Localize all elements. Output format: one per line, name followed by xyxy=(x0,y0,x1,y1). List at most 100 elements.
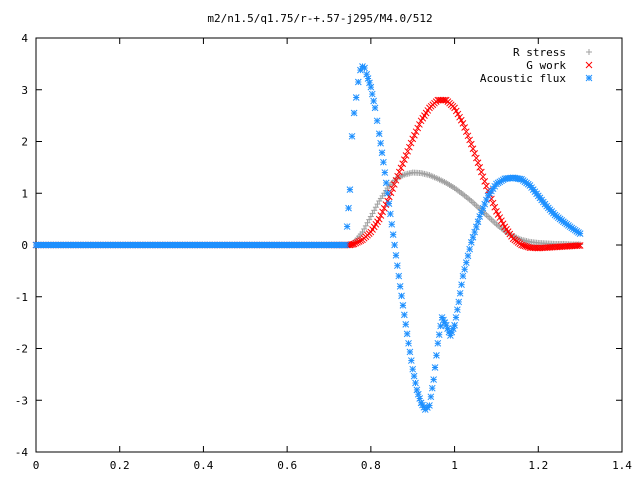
data-point xyxy=(375,215,383,223)
data-point xyxy=(348,132,356,140)
data-point xyxy=(391,241,398,249)
data-point xyxy=(472,223,480,231)
data-point xyxy=(464,132,472,140)
data-point xyxy=(586,49,592,55)
data-point xyxy=(406,143,413,151)
data-point xyxy=(466,136,473,144)
data-point xyxy=(384,189,391,197)
data-point xyxy=(455,298,463,306)
data-point xyxy=(448,328,456,336)
data-point xyxy=(377,212,385,219)
y-tick-label: 3 xyxy=(21,84,28,97)
data-point xyxy=(459,272,467,280)
data-point xyxy=(499,220,507,228)
data-point xyxy=(385,200,393,207)
data-point xyxy=(464,252,472,260)
data-point xyxy=(434,339,442,347)
data-point xyxy=(478,168,485,176)
data-point xyxy=(375,130,383,138)
data-point xyxy=(388,220,396,228)
data-point xyxy=(474,159,482,167)
data-point xyxy=(416,395,424,402)
data-point xyxy=(399,160,407,168)
data-point xyxy=(394,262,401,270)
data-point xyxy=(399,302,407,309)
data-point xyxy=(496,214,504,221)
data-point xyxy=(412,379,419,387)
data-point xyxy=(343,223,351,230)
data-point xyxy=(395,272,403,280)
data-point xyxy=(575,242,582,249)
x-tick-label: 0.4 xyxy=(193,459,213,472)
data-point xyxy=(442,321,450,329)
data-point xyxy=(390,181,398,188)
data-point xyxy=(457,116,465,124)
y-tick-label: -4 xyxy=(15,446,29,459)
data-point xyxy=(472,154,480,162)
x-tick-label: 0.6 xyxy=(277,459,297,472)
data-point xyxy=(400,156,408,163)
data-point xyxy=(369,210,376,217)
data-point xyxy=(403,330,411,338)
data-point xyxy=(395,168,403,176)
data-point xyxy=(402,320,410,328)
data-point xyxy=(354,238,361,246)
x-tick-label: 1.4 xyxy=(612,459,632,472)
data-point xyxy=(381,169,389,176)
data-point xyxy=(367,83,375,91)
data-point xyxy=(379,208,386,216)
y-tick-label: 0 xyxy=(21,239,28,252)
y-tick-label: -1 xyxy=(15,291,28,304)
y-tick-label: 4 xyxy=(21,32,28,45)
data-point xyxy=(585,61,593,69)
data-point xyxy=(469,233,477,241)
data-point xyxy=(378,149,386,157)
chart-title: m2/n1.5/q1.75/r-+.57-j295/M4.0/512 xyxy=(207,12,432,25)
data-point xyxy=(414,390,422,398)
data-point xyxy=(359,229,366,236)
x-tick-label: 0 xyxy=(33,459,40,472)
series-2 xyxy=(32,63,584,413)
data-point xyxy=(428,384,436,392)
x-tick-label: 1 xyxy=(451,459,458,472)
data-point xyxy=(426,402,433,409)
data-point xyxy=(449,325,457,333)
data-point xyxy=(413,386,421,394)
data-point xyxy=(441,96,448,104)
data-point xyxy=(357,237,365,245)
legend-marker xyxy=(585,61,593,69)
data-point xyxy=(400,311,408,319)
data-point xyxy=(382,179,390,187)
data-point xyxy=(430,376,437,383)
data-point xyxy=(461,124,468,131)
data-point xyxy=(409,135,417,143)
data-point xyxy=(394,172,401,180)
data-point xyxy=(462,128,470,136)
data-point xyxy=(346,186,354,193)
legend-marker xyxy=(585,74,593,82)
legend-marker xyxy=(586,49,592,55)
data-point xyxy=(467,239,475,246)
axis-ticks: 0 0.2 0.4 0.6 0.8 1 1.2 1.4 4 3 2 1 0 -1 -2 -3 -4 xyxy=(15,32,633,472)
data-point xyxy=(576,230,584,237)
data-point xyxy=(454,110,462,118)
data-point xyxy=(398,292,405,300)
data-point xyxy=(437,322,444,330)
data-point xyxy=(350,240,358,248)
data-point xyxy=(402,152,410,159)
data-point xyxy=(435,331,443,339)
y-tick-label: -3 xyxy=(15,394,28,407)
data-point xyxy=(494,211,502,218)
data-point xyxy=(342,241,350,249)
data-point xyxy=(345,204,352,212)
data-point xyxy=(481,177,489,185)
data-point xyxy=(433,352,440,359)
data-point xyxy=(474,218,482,226)
data-point xyxy=(431,364,439,371)
data-point xyxy=(373,117,381,125)
legend-label: Acoustic flux xyxy=(480,72,566,85)
data-point xyxy=(469,145,477,153)
data-point xyxy=(392,176,400,184)
data-point xyxy=(361,225,368,232)
